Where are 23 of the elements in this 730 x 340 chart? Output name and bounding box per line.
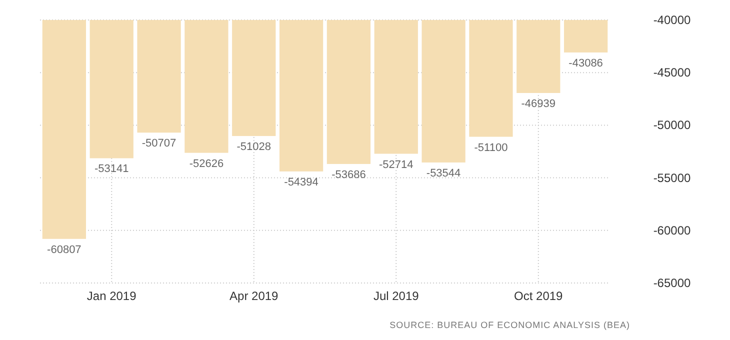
data-label: -52714 bbox=[379, 158, 414, 171]
data-label: -51100 bbox=[474, 142, 508, 154]
y-tick-label: -65000 bbox=[653, 276, 692, 290]
source-note: SOURCE: BUREAU OF ECONOMIC ANALYSIS (BEA) bbox=[390, 320, 630, 330]
data-label: -60807 bbox=[47, 244, 82, 256]
data-label: -46939 bbox=[521, 98, 556, 110]
x-tick-label: Apr 2019 bbox=[230, 289, 279, 303]
data-label: -53686 bbox=[332, 168, 366, 181]
data-label: -54394 bbox=[284, 176, 318, 188]
x-tick-label: Oct 2019 bbox=[514, 289, 564, 303]
data-label: -50707 bbox=[142, 138, 176, 150]
data-label: -52626 bbox=[189, 158, 224, 170]
y-tick-label: -55000 bbox=[653, 170, 692, 185]
x-tick-label: Jul 2019 bbox=[373, 289, 420, 303]
y-tick-label: -50000 bbox=[653, 118, 692, 132]
x-tick-label: Jan 2019 bbox=[86, 289, 137, 303]
data-label: -43086 bbox=[568, 57, 603, 70]
data-label: -53141 bbox=[94, 163, 129, 176]
y-tick-label: -45000 bbox=[653, 66, 692, 80]
data-label: -51028 bbox=[236, 141, 271, 154]
y-tick-label: -60000 bbox=[653, 223, 692, 238]
data-label: -53544 bbox=[426, 167, 461, 180]
y-tick-label: -40000 bbox=[653, 13, 692, 27]
